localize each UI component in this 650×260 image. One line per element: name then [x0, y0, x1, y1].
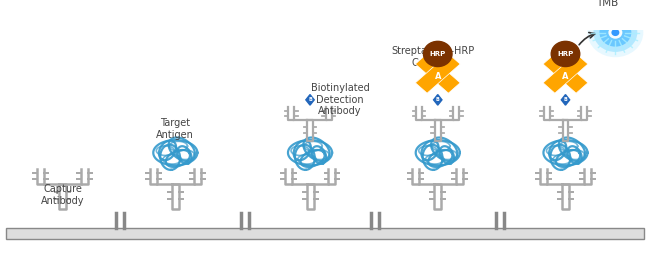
Polygon shape	[434, 95, 442, 105]
Text: B: B	[308, 97, 312, 102]
Polygon shape	[415, 54, 460, 93]
Polygon shape	[306, 95, 314, 105]
Text: Capture
Antibody: Capture Antibody	[41, 184, 84, 206]
Text: HRP: HRP	[557, 51, 573, 57]
Polygon shape	[562, 95, 569, 105]
Circle shape	[612, 29, 619, 36]
Polygon shape	[543, 54, 588, 93]
Circle shape	[424, 41, 452, 67]
Text: B: B	[436, 97, 439, 102]
Text: B: B	[564, 97, 567, 102]
FancyBboxPatch shape	[6, 229, 644, 239]
Polygon shape	[543, 54, 588, 93]
Circle shape	[599, 18, 631, 47]
Text: Biotinylated
Detection
Antibody: Biotinylated Detection Antibody	[311, 83, 369, 116]
Text: A: A	[562, 72, 569, 81]
Circle shape	[551, 41, 580, 67]
Circle shape	[608, 26, 622, 39]
Circle shape	[593, 13, 638, 52]
Circle shape	[588, 8, 644, 57]
Text: A: A	[434, 72, 441, 81]
Polygon shape	[415, 54, 460, 93]
Text: Streptavidin-HRP
Complex: Streptavidin-HRP Complex	[391, 46, 474, 68]
Text: TMB: TMB	[596, 0, 619, 8]
Text: Target
Antigen: Target Antigen	[157, 118, 194, 140]
Text: HRP: HRP	[430, 51, 446, 57]
